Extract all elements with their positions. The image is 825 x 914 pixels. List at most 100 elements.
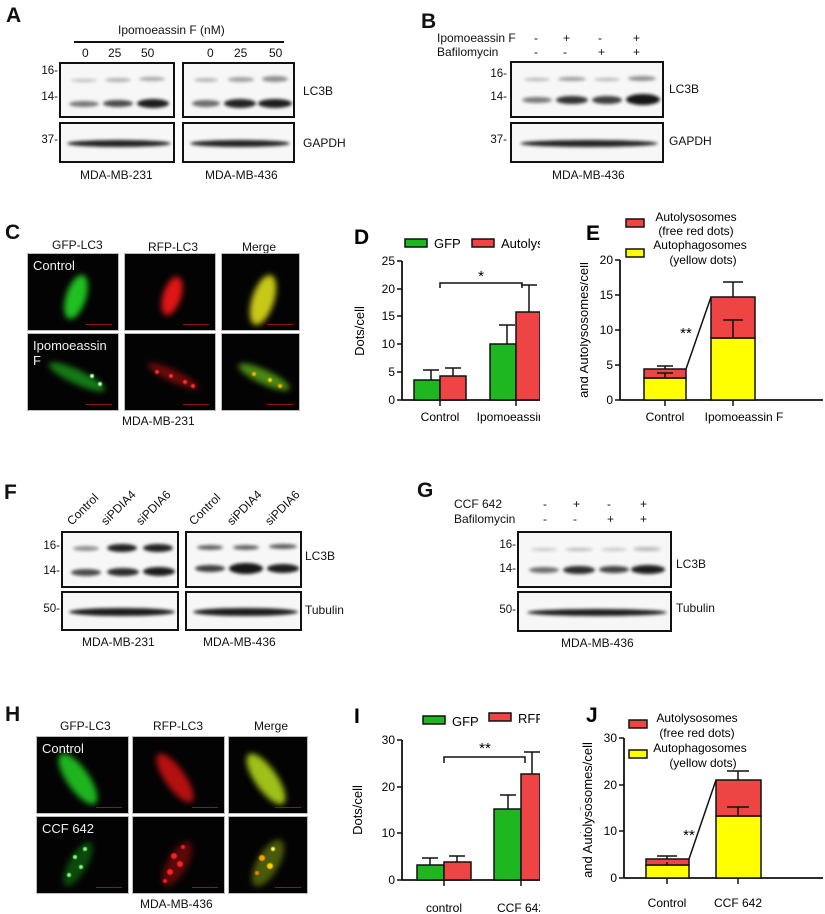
panel-b-row-bafilomycin: Bafilomycin (437, 45, 499, 59)
legend-autophagosome-line2: (yellow dots) (669, 253, 736, 267)
legend-autophagosome-line1: Autophagosomes (653, 238, 746, 252)
panel-a-lane-1: 0 (82, 46, 89, 60)
panel-c-col-gfp: GFP-LC3 (52, 238, 103, 252)
bar-ipomoeassin-gfp (489, 343, 517, 401)
bar-ipomoeassin-autophagosome (710, 337, 756, 401)
panel-f-lane-1: Control (64, 490, 102, 528)
panel-d-xtick-ipomoeassin: Ipomoeassin F (477, 410, 540, 424)
panel-b-sign: + (563, 31, 571, 45)
panel-c-micrograph-control-merge (221, 253, 300, 331)
panel-a-blot-gapdh-436 (182, 122, 295, 163)
legend-autolysosome-swatch (625, 218, 645, 228)
panel-label-a: A (6, 4, 22, 27)
panel-label-d: D (354, 226, 369, 249)
legend-autolysosome-line1: Autolysosomes (656, 711, 737, 725)
panel-label-e: E (586, 222, 600, 245)
legend-autophagosome-swatch (625, 248, 645, 258)
legend-gfp-label: GFP (434, 236, 461, 251)
panel-h-col-rfp: RFP-LC3 (153, 719, 204, 733)
panel-i-ylabel: Dots/cell (350, 785, 365, 835)
bar-control-rfp (439, 375, 467, 401)
panel-g-sign: + (640, 497, 648, 511)
svg-text:0: 0 (388, 393, 395, 407)
bar-ipomoeassin-rfp (515, 311, 540, 401)
panel-b-sign: - (563, 45, 567, 59)
panel-f-mw-14: 14- (43, 565, 60, 577)
panel-a-lane-6: 50 (269, 46, 283, 60)
panel-b-row-ipomoeassin: Ipomoeassin F (437, 31, 516, 45)
panel-c-row-ipomoeassin: Ipomoeassin F (33, 338, 107, 368)
panel-c-micrograph-ipomoeassin-gfp: Ipomoeassin F (27, 333, 119, 411)
panel-g-sign: - (573, 512, 577, 526)
panel-a-mw-14: 14- (41, 91, 58, 103)
panel-f-cell-line-436: MDA-MB-436 (203, 635, 276, 649)
legend-gfp-label: GFP (452, 714, 479, 729)
bar-control-gfp (416, 864, 445, 881)
panel-a-lane-2: 25 (108, 46, 122, 60)
panel-g-sign: + (607, 512, 615, 526)
panel-a-lane-5: 25 (234, 46, 248, 60)
panel-a-treatment-header: Ipomoeassin F (nM) (118, 23, 225, 37)
panel-f-lane-4: Control (186, 490, 224, 528)
panel-e-chart: E Autolysosomes (free red dots) Autophag… (580, 210, 823, 424)
bar-control-gfp (413, 379, 441, 401)
panel-b-sign: - (598, 31, 602, 45)
panel-i-xtick-ccf642: CCF 642 (497, 901, 540, 914)
bar-control-rfp (443, 861, 472, 881)
panel-b-blot-lc3b (510, 61, 664, 118)
bar-control-autophagosome (645, 864, 690, 879)
panel-b-mw-14: 14- (490, 91, 507, 103)
panel-d-chart: D GFP Autolysosomes (free red dots) 0 5 … (352, 226, 540, 424)
panel-label-c: C (5, 221, 21, 244)
panel-b-sign: + (598, 45, 606, 59)
panel-label-b: B (421, 10, 437, 33)
panel-f-lane-2: siPDIA4 (98, 487, 139, 528)
legend-autolysosome-line1: Autolysosomes (655, 210, 736, 224)
panel-f-lane-6: siPDIA6 (262, 487, 303, 528)
panel-a-cell-line-436: MDA-MB-436 (205, 168, 278, 182)
panel-a-lane-4: 0 (207, 46, 214, 60)
panel-a-blot-lc3b-436 (182, 62, 295, 118)
panel-c-row-control: Control (33, 258, 75, 273)
svg-text:20: 20 (382, 780, 396, 794)
svg-text:10: 10 (604, 824, 618, 838)
legend-rfp-label: Autolysosomes (free red dots) (501, 236, 540, 251)
panel-g-mw-16: 16- (499, 539, 516, 551)
panel-label-i: I (354, 705, 360, 728)
panel-c-micrograph-control-rfp (124, 253, 216, 331)
panel-g-sign: - (607, 497, 611, 511)
legend-autophagosome-swatch (628, 749, 648, 759)
panel-h-row-ccf642: CCF 642 (42, 821, 95, 836)
panel-f-blot-lc3b-231 (61, 531, 179, 588)
legend-rfp-label: RFP (518, 711, 540, 726)
panel-f-blot-tubulin-231 (61, 591, 179, 631)
panel-g-blot-tubulin (517, 591, 672, 632)
bar-ccf642-gfp (493, 808, 522, 881)
panel-label-g: G (417, 479, 434, 502)
svg-text:0: 0 (610, 871, 617, 885)
svg-text:15: 15 (382, 309, 396, 323)
legend-autophagosome-line1: Autophagosomes (653, 741, 746, 755)
panel-g-row-bafilomycin: Bafilomycin (454, 512, 516, 526)
panel-c-cell-line: MDA-MB-231 (122, 414, 195, 428)
panel-h-micrograph-ccf642-rfp (132, 816, 225, 894)
svg-text:20: 20 (604, 778, 618, 792)
panel-a-header-line (74, 41, 284, 43)
panel-g-row-ccf642: CCF 642 (454, 497, 503, 511)
panel-d-ylabel: Dots/cell (352, 306, 367, 356)
panel-i-significance: ** (479, 740, 491, 757)
svg-text:0: 0 (606, 393, 613, 407)
panel-g-sign: - (543, 512, 547, 526)
panel-label-f: F (4, 481, 17, 504)
panel-a-cell-line-231: MDA-MB-231 (80, 168, 153, 182)
panel-g-blot-lc3b (517, 531, 672, 588)
svg-text:30: 30 (604, 731, 618, 745)
panel-h-row-control: Control (42, 741, 84, 756)
panel-f-lane-3: siPDIA6 (133, 487, 174, 528)
legend-autolysosome-swatch (628, 719, 648, 729)
panel-g-cell-line: MDA-MB-436 (561, 636, 634, 650)
panel-b-blot-gapdh (510, 122, 664, 163)
panel-e-xtick-control: Control (646, 410, 685, 424)
panel-j-ylabel-line2: and Autolysosomes/cell (580, 742, 595, 878)
panel-f-blot-tubulin-436 (185, 591, 302, 631)
